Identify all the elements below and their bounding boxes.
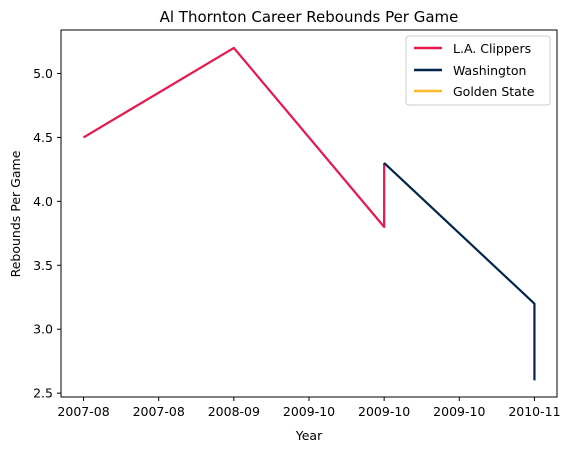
x-tick-label: 2009-10 bbox=[433, 404, 485, 419]
x-tick-label: 2009-10 bbox=[358, 404, 410, 419]
series-line-washington bbox=[383, 162, 536, 381]
x-tick-label: 2007-08 bbox=[57, 404, 109, 419]
y-axis-ticks: 2.5 3.0 3.5 4.0 4.5 5.0 bbox=[33, 66, 61, 401]
legend-label-clippers: L.A. Clippers bbox=[453, 41, 531, 56]
legend: L.A. Clippers Washington Golden State bbox=[405, 35, 551, 106]
x-axis-ticks: 2007-08 2007-08 2008-09 2009-10 2009-10 2009-… bbox=[57, 397, 561, 419]
x-tick-label: 2009-10 bbox=[283, 404, 335, 419]
legend-box bbox=[405, 35, 551, 106]
x-tick-label: 2010-11 bbox=[508, 404, 560, 419]
y-tick-label: 3.5 bbox=[33, 258, 53, 273]
y-tick-label: 2.5 bbox=[33, 386, 53, 401]
x-axis-label: Year bbox=[295, 428, 323, 443]
y-tick-label: 4.5 bbox=[33, 130, 53, 145]
x-tick-label: 2007-08 bbox=[133, 404, 185, 419]
y-tick-label: 5.0 bbox=[33, 66, 53, 81]
chart-title: Al Thornton Career Rebounds Per Game bbox=[160, 8, 459, 26]
legend-label-washington: Washington bbox=[453, 63, 526, 78]
legend-label-golden-state: Golden State bbox=[453, 84, 535, 99]
series-line-l-a-clippers bbox=[82, 46, 386, 229]
y-tick-label: 4.0 bbox=[33, 194, 53, 209]
series-layer bbox=[82, 46, 536, 381]
y-axis-label: Rebounds Per Game bbox=[8, 150, 23, 277]
x-tick-label: 2008-09 bbox=[208, 404, 260, 419]
y-tick-label: 3.0 bbox=[33, 322, 53, 337]
